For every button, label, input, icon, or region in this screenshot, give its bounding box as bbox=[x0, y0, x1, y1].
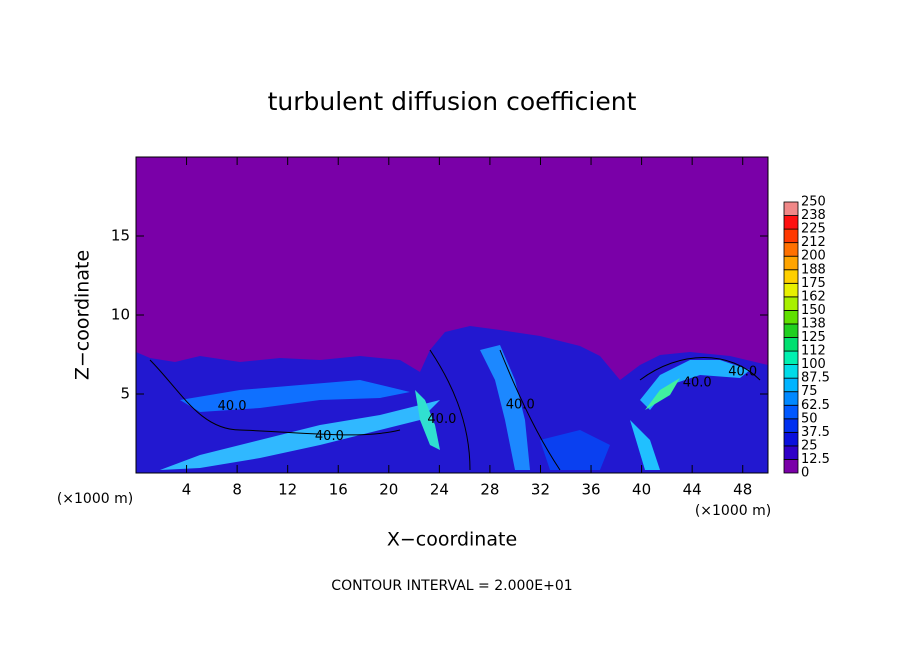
x-tick-label: 36 bbox=[581, 481, 600, 499]
colorbar-label: 150 bbox=[801, 303, 826, 318]
field-shapes bbox=[136, 326, 768, 473]
colorbar-box bbox=[783, 418, 799, 433]
colorbar-box bbox=[783, 459, 799, 474]
colorbar-box bbox=[783, 377, 799, 393]
colorbar-label: 112 bbox=[801, 344, 826, 359]
colorbar-label: 225 bbox=[801, 222, 826, 237]
colorbar-label: 188 bbox=[801, 262, 826, 277]
colorbar-label: 175 bbox=[801, 276, 826, 291]
colorbar-label: 200 bbox=[801, 249, 826, 264]
colorbar-box bbox=[783, 445, 799, 460]
colorbar-box bbox=[783, 337, 799, 352]
x-tick-label: 16 bbox=[329, 481, 348, 499]
colorbar-label: 87.5 bbox=[801, 371, 830, 386]
colorbar-box bbox=[783, 404, 799, 420]
x-tick-label: 28 bbox=[480, 481, 499, 499]
colorbar-box bbox=[783, 350, 799, 365]
colorbar-box bbox=[783, 309, 799, 325]
contour-label: 40.0 bbox=[683, 375, 712, 390]
colorbar-label: 0 bbox=[801, 466, 809, 481]
colorbar-label: 212 bbox=[801, 235, 826, 250]
x-tick-label: 44 bbox=[683, 481, 702, 499]
colorbar-label: 238 bbox=[801, 208, 826, 223]
contour-label: 40.0 bbox=[315, 429, 344, 444]
colorbar-box bbox=[783, 431, 799, 447]
colorbar-label: 75 bbox=[801, 384, 818, 399]
colorbar-box bbox=[783, 269, 799, 284]
colorbar-box bbox=[783, 391, 799, 406]
x-axis-label: X−coordinate bbox=[387, 529, 517, 551]
colorbar-label: 250 bbox=[801, 195, 826, 210]
x-unit-left: (×1000 m) bbox=[57, 491, 133, 507]
x-tick-label: 32 bbox=[531, 481, 550, 499]
colorbar-box bbox=[783, 364, 799, 379]
colorbar-box bbox=[783, 296, 799, 311]
colorbar-box bbox=[783, 255, 799, 271]
chart-title: turbulent diffusion coefficient bbox=[268, 87, 637, 116]
x-tick-label: 40 bbox=[632, 481, 651, 499]
y-tick-label: 5 bbox=[120, 385, 130, 403]
colorbar-box bbox=[783, 242, 799, 257]
contour-label: 40.0 bbox=[728, 364, 757, 379]
colorbar-label: 162 bbox=[801, 289, 826, 304]
contour-label: 40.0 bbox=[427, 412, 456, 427]
colorbar-box bbox=[783, 228, 799, 244]
x-tick-label: 12 bbox=[278, 481, 297, 499]
contour-label: 40.0 bbox=[218, 399, 247, 414]
y-tick-label: 15 bbox=[111, 227, 130, 245]
colorbar-box bbox=[783, 201, 799, 216]
footer: CONTOUR INTERVAL = 2.000E+01 bbox=[331, 578, 572, 594]
colorbar-box bbox=[783, 323, 799, 338]
x-tick-label: 48 bbox=[733, 481, 752, 499]
x-unit-right: (×1000 m) bbox=[695, 503, 771, 519]
x-tick-label: 8 bbox=[232, 481, 242, 499]
colorbar-label: 25 bbox=[801, 438, 818, 453]
colorbar-label: 62.5 bbox=[801, 398, 830, 413]
y-axis-label: Z−coordinate bbox=[72, 250, 94, 380]
colorbar-box bbox=[783, 215, 799, 230]
colorbar-label: 100 bbox=[801, 357, 826, 372]
colorbar-label: 138 bbox=[801, 316, 826, 331]
colorbar-box bbox=[783, 282, 799, 298]
colorbar-label: 12.5 bbox=[801, 452, 830, 467]
x-tick-label: 24 bbox=[430, 481, 449, 499]
x-tick-label: 4 bbox=[182, 481, 192, 499]
y-tick-label: 10 bbox=[111, 306, 130, 324]
colorbar-label: 37.5 bbox=[801, 425, 830, 440]
x-tick-label: 20 bbox=[379, 481, 398, 499]
colorbar-label: 125 bbox=[801, 330, 826, 345]
colorbar-label: 50 bbox=[801, 411, 818, 426]
contour-label: 40.0 bbox=[506, 398, 535, 413]
